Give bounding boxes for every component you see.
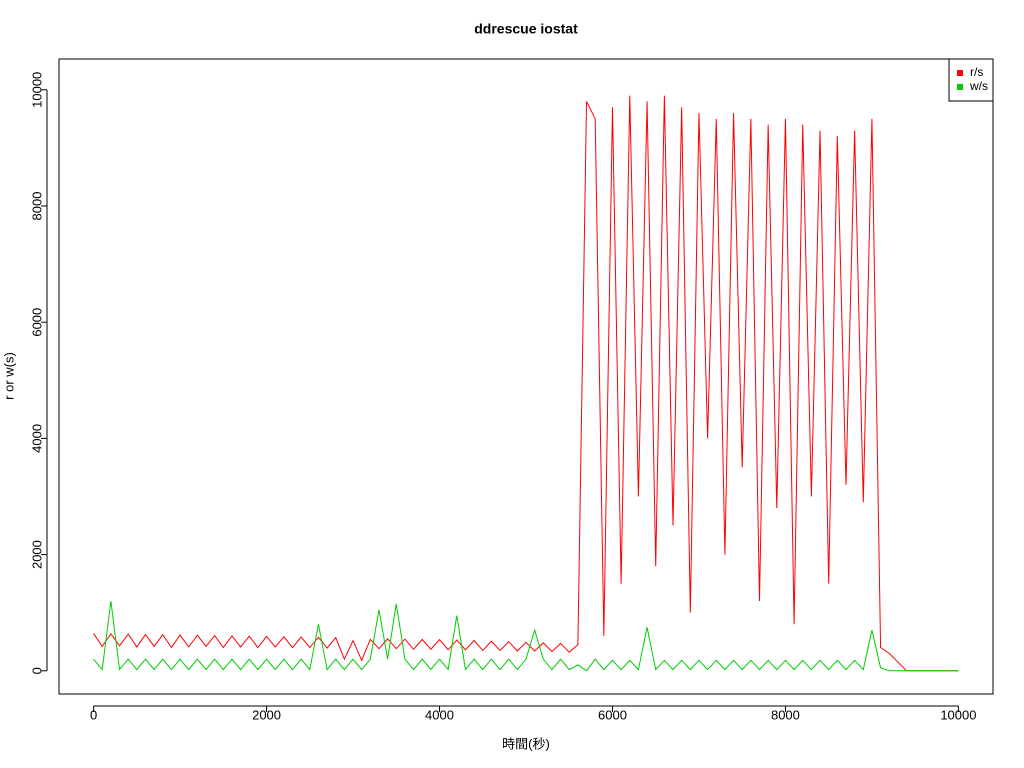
- y-tick-label: 0: [29, 667, 44, 674]
- x-tick-label: 10000: [940, 707, 976, 722]
- legend-swatch: [957, 84, 963, 90]
- x-axis-label: 時間(秒): [502, 736, 550, 751]
- legend-swatch: [957, 70, 963, 76]
- x-tick-label: 4000: [425, 707, 454, 722]
- y-tick-label: 8000: [29, 192, 44, 221]
- x-tick-label: 0: [90, 707, 97, 722]
- y-tick-label: 10000: [29, 72, 44, 108]
- series-line: [93, 600, 959, 672]
- y-tick-label: 6000: [29, 308, 44, 337]
- x-tick-label: 6000: [598, 707, 627, 722]
- legend-label: r/s: [970, 65, 983, 79]
- series-line: [93, 95, 959, 672]
- plot-box: [58, 58, 994, 695]
- x-tick-label: 8000: [771, 707, 800, 722]
- x-tick-label: 2000: [252, 707, 281, 722]
- y-tick-label: 4000: [29, 424, 44, 453]
- chart-title: ddrescue iostat: [474, 21, 578, 37]
- legend-label: w/s: [969, 79, 988, 93]
- y-tick-label: 2000: [29, 540, 44, 569]
- legend-box: [948, 58, 994, 102]
- y-axis-label: r or w(s): [1, 352, 16, 400]
